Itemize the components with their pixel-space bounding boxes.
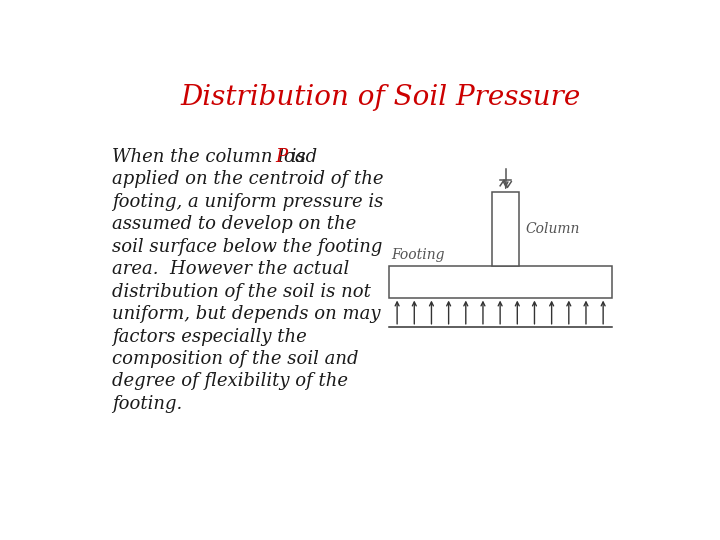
Text: area.  However the actual: area. However the actual xyxy=(112,260,350,278)
Text: footing, a uniform pressure is: footing, a uniform pressure is xyxy=(112,193,384,211)
Text: P: P xyxy=(276,148,288,166)
Text: distribution of the soil is not: distribution of the soil is not xyxy=(112,282,372,301)
Text: footing.: footing. xyxy=(112,395,183,413)
Text: Column: Column xyxy=(526,222,580,236)
Text: degree of flexibility of the: degree of flexibility of the xyxy=(112,373,348,390)
Bar xyxy=(389,266,612,298)
Text: is: is xyxy=(285,148,306,166)
Text: Distribution of Soil Pressure: Distribution of Soil Pressure xyxy=(180,84,580,111)
Text: uniform, but depends on may: uniform, but depends on may xyxy=(112,305,381,323)
Text: applied on the centroid of the: applied on the centroid of the xyxy=(112,171,384,188)
Bar xyxy=(492,192,519,266)
Text: When the column load: When the column load xyxy=(112,148,323,166)
Text: soil surface below the footing: soil surface below the footing xyxy=(112,238,383,256)
Text: assumed to develop on the: assumed to develop on the xyxy=(112,215,356,233)
Text: factors especially the: factors especially the xyxy=(112,328,307,346)
Text: composition of the soil and: composition of the soil and xyxy=(112,350,359,368)
Text: Footing: Footing xyxy=(392,248,445,262)
